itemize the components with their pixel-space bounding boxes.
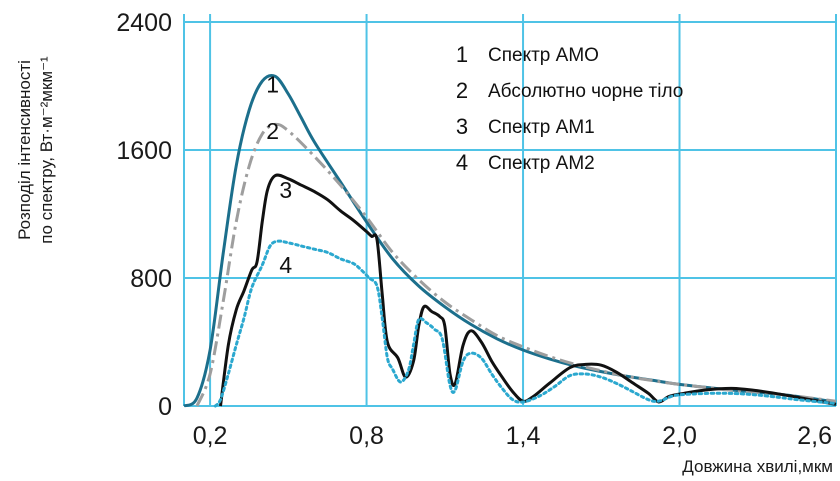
- legend-entry: Спектр АМО: [488, 45, 599, 66]
- curve-label-3: 3: [279, 177, 292, 203]
- grid-lines: [184, 14, 837, 406]
- legend-entry: Спектр АМ1: [488, 117, 595, 138]
- x-tick-label: 2,0: [662, 422, 697, 450]
- curve-labels: 1 2 3 4: [266, 71, 292, 278]
- x-tick-label: 0,2: [193, 422, 228, 450]
- curve-label-2: 2: [266, 118, 279, 144]
- y-tick-label: 1600: [116, 137, 172, 165]
- y-tick-label: 2400: [116, 9, 172, 37]
- y-axis-title: Розподіл інтенсивності по спектру, Вт·м⁻…: [15, 56, 56, 244]
- series-line-3: [219, 173, 837, 407]
- x-tick-label: 0,8: [349, 422, 384, 450]
- legend-entry: Спектр АМ2: [488, 153, 595, 174]
- x-tick-label: 2,6: [797, 422, 832, 450]
- y-tick-label: 800: [130, 265, 172, 293]
- axes: [183, 14, 836, 407]
- series-group: [183, 73, 838, 408]
- x-axis-title: Довжина хвилі,мкм: [682, 457, 833, 476]
- series-line-1: [183, 73, 837, 408]
- legend-number: 4: [456, 150, 468, 175]
- y-tick-label: 0: [158, 393, 172, 421]
- legend-number: 1: [456, 42, 468, 67]
- series-line-4: [213, 239, 838, 408]
- curve-label-4: 4: [279, 252, 292, 278]
- curve-label-1: 1: [266, 71, 279, 97]
- y-axis-title-line2: по спектру, Вт·м⁻²мкм⁻¹: [37, 56, 56, 244]
- y-axis-title-line1: Розподіл інтенсивності: [15, 60, 34, 240]
- tick-labels: 0,2 0,8 1,4 2,0 2,6 0 800 1600 2400: [116, 9, 832, 450]
- legend-number: 2: [456, 78, 468, 103]
- legend-number: 3: [456, 114, 468, 139]
- legend: 1 Спектр АМО 2 Абсолютно чорне тіло 3 Спектр …: [456, 42, 683, 175]
- x-tick-label: 1,4: [506, 422, 541, 450]
- series-line-2: [195, 122, 837, 407]
- legend-entry: Абсолютно чорне тіло: [488, 81, 683, 102]
